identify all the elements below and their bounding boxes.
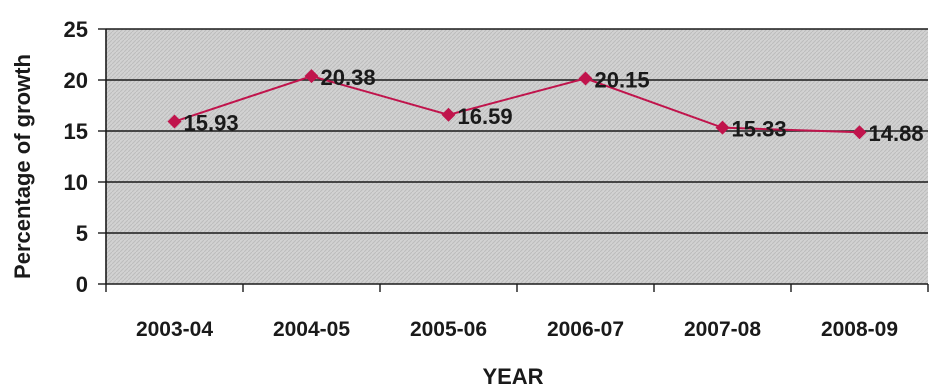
y-tick-label: 20 [64,68,88,93]
data-point-marker [304,69,319,84]
data-label: 14.88 [869,121,924,146]
data-label: 20.38 [321,65,376,90]
data-label: 16.59 [458,104,513,129]
data-label: 15.93 [184,111,239,136]
x-axis-title: YEAR [482,364,543,389]
data-point-marker [441,107,456,122]
data-labels: 15.93 20.38 16.59 20.15 15.33 14.88 [184,65,924,146]
y-tick-label: 0 [76,272,88,297]
data-point-marker [715,120,730,135]
x-tick-label: 2003-04 [136,318,213,341]
data-point-marker [852,125,867,140]
series-growth [167,69,867,140]
x-tick-label: 2004-05 [273,318,350,341]
y-tick-label: 10 [64,170,88,195]
series-line [174,75,860,134]
y-tick-label: 5 [76,221,88,246]
y-axis-title: Percentage of growth [10,54,35,279]
x-tick-label: 2008-09 [821,318,898,341]
data-label: 20.15 [595,67,650,92]
data-point-marker [578,71,593,86]
x-tick-labels: 2003-04 2004-05 2005-06 2006-07 2007-08 2008-… [136,318,898,341]
y-tick-labels: 0 5 10 15 20 25 [64,17,88,297]
axes [105,29,929,292]
y-tick-label: 25 [64,17,88,42]
x-tick-label: 2007-08 [684,318,761,341]
x-tick-label: 2006-07 [547,318,624,341]
x-tick-label: 2005-06 [410,318,487,341]
data-point-marker [167,114,182,129]
gridlines [98,28,928,285]
y-tick-label: 15 [64,119,88,144]
plot-area [106,29,928,284]
data-label: 15.33 [732,117,787,142]
